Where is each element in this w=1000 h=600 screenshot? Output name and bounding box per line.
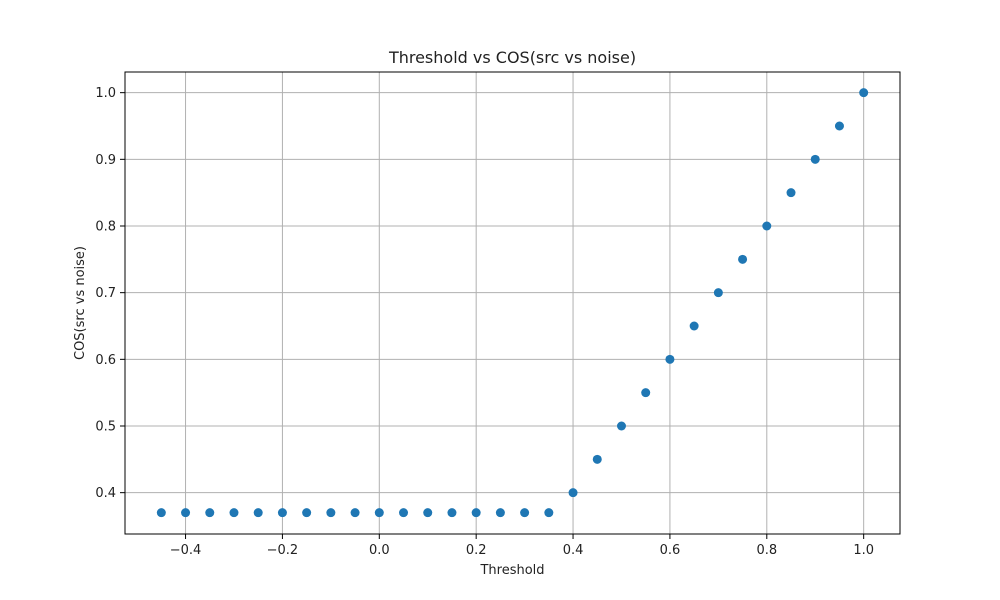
scatter-point — [738, 254, 748, 264]
scatter-point — [302, 508, 312, 518]
y-tick-label: 1.0 — [95, 86, 116, 101]
y-tick-label: 0.8 — [95, 220, 116, 235]
scatter-point — [762, 221, 772, 231]
scatter-point — [156, 508, 166, 518]
x-tick-label: 0.4 — [563, 543, 584, 558]
x-tick-label: 0.2 — [466, 543, 487, 558]
x-tick-label: 0.0 — [369, 543, 390, 558]
y-axis-ticks: 0.4 0.5 0.6 0.7 0.8 0.9 1.0 — [95, 86, 125, 501]
y-axis-title: COS(src vs noise) — [73, 246, 88, 360]
data-points — [156, 88, 869, 518]
scatter-point — [810, 154, 820, 164]
scatter-point — [326, 508, 336, 518]
scatter-point — [447, 508, 457, 518]
scatter-point — [786, 188, 796, 198]
x-tick-label: 1.0 — [853, 543, 874, 558]
scatter-point — [568, 488, 578, 498]
y-tick-label: 0.4 — [95, 486, 116, 501]
y-tick-label: 0.9 — [95, 153, 116, 168]
x-tick-label: 0.6 — [660, 543, 681, 558]
scatter-point — [665, 354, 675, 364]
scatter-point — [471, 508, 481, 518]
scatter-point — [181, 508, 191, 518]
scatter-point — [253, 508, 263, 518]
scatter-point — [592, 454, 602, 464]
scatter-point — [641, 388, 651, 398]
chart-title: Threshold vs COS(src vs noise) — [388, 48, 636, 67]
x-tick-label: −0.2 — [267, 543, 299, 558]
scatter-point — [229, 508, 239, 518]
scatter-point — [399, 508, 409, 518]
scatter-point — [834, 121, 844, 131]
scatter-point — [859, 88, 869, 98]
y-tick-label: 0.6 — [95, 353, 116, 368]
scatter-point — [350, 508, 360, 518]
scatter-point — [423, 508, 433, 518]
scatter-point — [277, 508, 287, 518]
scatter-point — [520, 508, 530, 518]
x-axis-title: Threshold — [479, 563, 544, 578]
scatter-point — [205, 508, 215, 518]
scatter-point — [616, 421, 626, 431]
scatter-point — [713, 288, 723, 298]
y-tick-label: 0.7 — [95, 286, 116, 301]
x-axis-ticks: −0.4 −0.2 0.0 0.2 0.4 0.6 0.8 1.0 — [170, 534, 874, 558]
grid-lines — [125, 72, 900, 534]
scatter-point — [374, 508, 384, 518]
x-tick-label: −0.4 — [170, 543, 202, 558]
x-tick-label: 0.8 — [756, 543, 777, 558]
scatter-point — [495, 508, 505, 518]
plot-area-frame — [124, 71, 901, 535]
y-tick-label: 0.5 — [95, 420, 116, 435]
scatter-point — [689, 321, 699, 331]
scatter-point — [544, 508, 554, 518]
